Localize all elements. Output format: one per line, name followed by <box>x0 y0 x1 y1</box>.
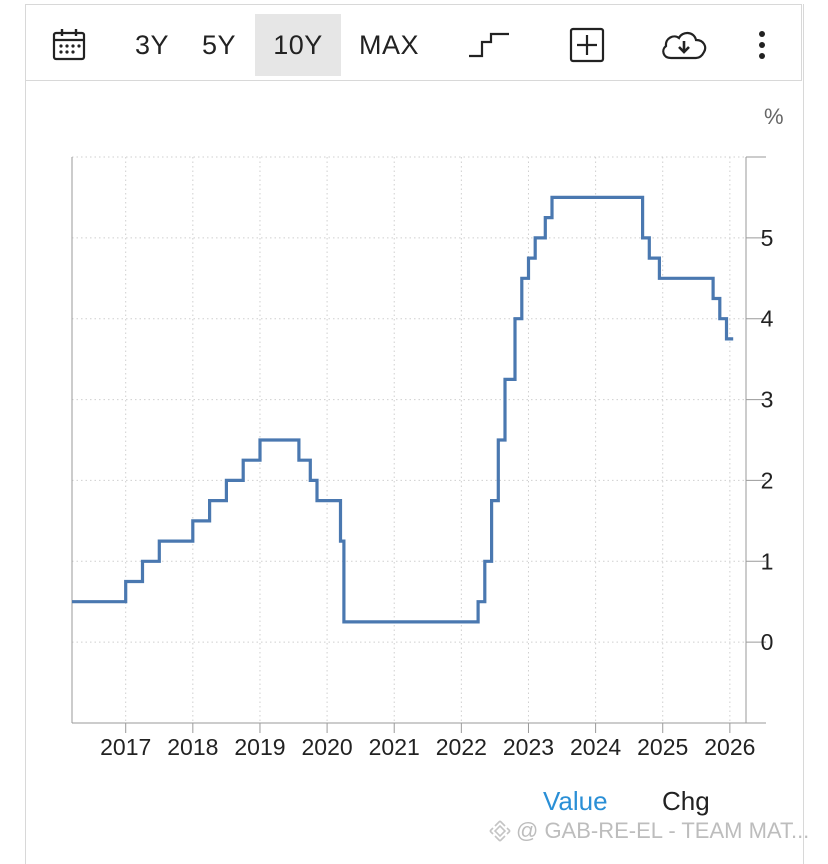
chart-toolbar: 3Y 5Y 10Y MAX <box>25 4 802 81</box>
range-3y-button[interactable]: 3Y <box>134 29 170 60</box>
x-tick-label: 2021 <box>369 734 420 760</box>
x-tick-label: 2023 <box>503 734 554 760</box>
x-tick-label: 2026 <box>704 734 755 760</box>
x-tick-label: 2024 <box>570 734 621 760</box>
x-tick-label: 2018 <box>167 734 218 760</box>
x-tick-label: 2020 <box>302 734 353 760</box>
chart-frame <box>25 4 804 864</box>
x-axis-ticks: 2017 2018 2019 2020 2021 2022 2023 2024 2025 2026 <box>100 734 755 760</box>
download-icon[interactable] <box>657 14 711 76</box>
step-line-icon[interactable] <box>464 14 514 76</box>
more-vertical-icon[interactable] <box>752 14 772 76</box>
x-tick-label: 2025 <box>637 734 688 760</box>
unit-label: % <box>764 104 784 129</box>
y-tick-label: 3 <box>761 387 774 413</box>
series-line <box>72 195 734 624</box>
y-tick-label: 5 <box>761 225 774 251</box>
range-max-button[interactable]: MAX <box>358 29 419 60</box>
y-axis-ticks: 0 1 2 3 4 5 <box>761 225 774 655</box>
y-tick-label: 4 <box>761 306 774 332</box>
axes <box>71 156 766 733</box>
range-10y-button[interactable]: 10Y <box>255 14 341 76</box>
chg-tab[interactable]: Chg <box>662 786 710 816</box>
y-tick-label: 1 <box>761 548 774 574</box>
grid-lines <box>72 156 746 724</box>
x-tick-label: 2019 <box>234 734 285 760</box>
x-tick-label: 2017 <box>100 734 151 760</box>
add-icon[interactable] <box>567 14 607 76</box>
y-tick-label: 2 <box>761 467 774 493</box>
watermark: @ GAB-RE-EL - TEAM MAT... <box>488 818 809 844</box>
x-tick-label: 2022 <box>436 734 487 760</box>
value-tab[interactable]: Value <box>543 786 608 816</box>
range-5y-button[interactable]: 5Y <box>201 29 237 60</box>
calendar-icon[interactable] <box>48 14 90 76</box>
watermark-text: @ GAB-RE-EL - TEAM MAT... <box>516 818 810 843</box>
binance-logo-icon <box>489 820 511 842</box>
y-tick-label: 0 <box>761 629 774 655</box>
